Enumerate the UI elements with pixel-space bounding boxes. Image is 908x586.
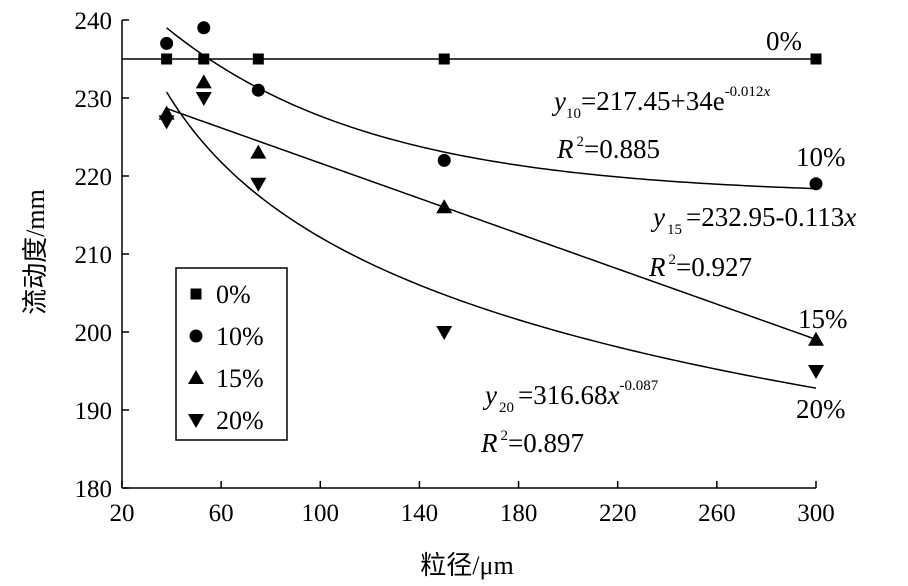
x-tick-label: 300 (797, 500, 835, 527)
x-tick-label: 260 (698, 500, 736, 527)
y-tick-label: 190 (75, 398, 113, 425)
point-20-1 (195, 92, 212, 106)
y-tick-label: 220 (75, 164, 113, 191)
series-tag-0: 0% (766, 26, 802, 56)
point-15-3 (436, 199, 453, 214)
point-15-2 (250, 144, 267, 159)
fit-r2-15: R 2=0.927 (648, 252, 752, 282)
point-20-0 (158, 115, 175, 130)
legend-markers (188, 288, 204, 428)
fit-curve-10 (166, 27, 817, 190)
x-tick-label: 60 (209, 500, 234, 527)
point-20-4 (808, 365, 824, 379)
legend-marker-0 (190, 288, 202, 300)
point-15-4 (808, 331, 824, 346)
x-axis-title: 粒径/μm (420, 551, 513, 580)
point-0-2 (252, 53, 264, 65)
legend-label-20: 20% (216, 406, 264, 435)
fit-curves (122, 27, 817, 389)
point-10-4 (809, 177, 823, 191)
data-points (158, 21, 824, 379)
y-tick-label: 210 (75, 242, 113, 269)
axes: 180 190 200 210 220 230 240 20 60 100 140 180 220 260… (75, 8, 835, 527)
fit-equation-15: y 15 =232.95-0.113x (650, 202, 856, 238)
point-0-4 (810, 53, 822, 65)
point-20-2 (250, 177, 267, 192)
fit-curve-20 (165, 91, 817, 389)
series-tag-20: 20% (796, 394, 846, 424)
point-0-1 (198, 53, 210, 65)
series-tag-15: 15% (798, 304, 848, 334)
point-10-1 (197, 21, 211, 35)
point-10-3 (437, 153, 451, 167)
point-20-3 (436, 326, 453, 340)
point-0-3 (438, 53, 450, 65)
x-tick-label: 220 (599, 500, 637, 527)
legend-marker-10 (189, 329, 203, 343)
fit-r2-10: R 2=0.885 (556, 134, 660, 164)
x-tick-label: 20 (110, 500, 135, 527)
point-10-0 (160, 36, 174, 50)
fit-equation-20: y 20 =316.68x-0.087 (482, 378, 659, 416)
series-tag-10: 10% (796, 142, 846, 172)
legend: 0% 10% 15% 20% (175, 267, 288, 441)
y-tick-label: 240 (75, 8, 113, 35)
fit-equation-10: y10=217.45+34e-0.012x (551, 84, 770, 122)
x-tick-label: 100 (302, 500, 340, 527)
y-tick-label: 230 (75, 86, 113, 113)
y-tick-label: 200 (75, 320, 113, 347)
fit-curve-15 (166, 107, 817, 341)
point-15-1 (195, 74, 212, 89)
y-axis-title: 流动度/mm (21, 189, 50, 315)
x-tick-label: 180 (500, 500, 538, 527)
legend-marker-20 (188, 414, 204, 428)
y-tick-label: 180 (75, 476, 113, 503)
point-0-0 (161, 53, 173, 65)
point-10-2 (251, 83, 265, 97)
legend-label-10: 10% (216, 322, 264, 351)
legend-marker-15 (188, 370, 204, 384)
fit-r2-20: R 2=0.897 (480, 428, 584, 458)
legend-label-0: 0% (216, 280, 251, 309)
x-tick-label: 140 (401, 500, 439, 527)
legend-label-15: 15% (216, 364, 264, 393)
